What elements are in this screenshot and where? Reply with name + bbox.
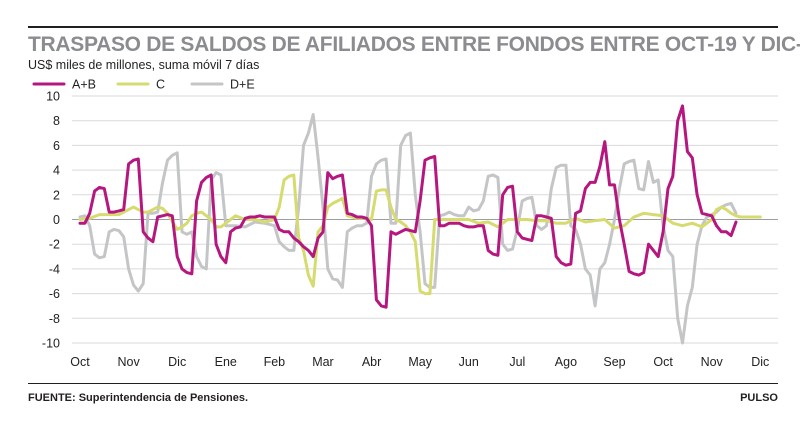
x-axis-ticks: Oct Nov Dic Ene Feb Mar Abr May Jun Jul Ago Sep Oct N… <box>70 355 769 369</box>
y-tick-label: 0 <box>53 213 60 227</box>
x-tick-label: Nov <box>701 355 724 369</box>
x-tick-label: Ago <box>555 355 577 369</box>
x-tick-label: Nov <box>117 355 140 369</box>
top-rule <box>28 26 778 28</box>
chart-subtitle: US$ miles de millones, suma móvil 7 días <box>28 58 260 72</box>
y-tick-label: 8 <box>53 114 60 128</box>
y-tick-label: 6 <box>53 139 60 153</box>
series-line-a-b <box>78 104 738 309</box>
source-note: FUENTE: Superintendencia de Pensiones. <box>28 392 249 404</box>
y-tick-label: -6 <box>49 287 60 301</box>
y-tick-label: -10 <box>42 337 60 351</box>
y-tick-label: 10 <box>46 90 60 104</box>
x-tick-label: Jul <box>509 355 525 369</box>
x-tick-label: Oct <box>653 355 673 369</box>
x-tick-label: Abr <box>362 355 381 369</box>
y-tick-label: 2 <box>53 188 60 202</box>
bottom-rule <box>28 383 778 384</box>
series-line-d-e <box>78 113 738 345</box>
legend-label: A+B <box>72 78 96 92</box>
x-tick-label: Jun <box>459 355 479 369</box>
x-tick-label: Mar <box>312 355 334 369</box>
y-axis-ticks: 10 8 6 4 2 0 -2 -4 -6 -8 -10 <box>42 90 60 351</box>
legend-label: D+E <box>230 78 255 92</box>
legend-label: C <box>156 78 165 92</box>
series-lines <box>78 104 762 345</box>
x-tick-label: Dic <box>168 355 186 369</box>
x-tick-label: Oct <box>70 355 90 369</box>
y-tick-label: -4 <box>49 262 60 276</box>
x-tick-label: Dic <box>751 355 769 369</box>
brand-label: PULSO <box>740 392 778 404</box>
x-tick-label: Ene <box>215 355 237 369</box>
series-line-c <box>78 173 762 296</box>
line-chart: 10 8 6 4 2 0 -2 -4 -6 -8 -10 Oct Nov Dic Ene Feb Mar Abr… <box>32 78 778 369</box>
y-tick-label: 4 <box>53 164 60 178</box>
y-tick-label: -2 <box>49 238 60 252</box>
x-tick-label: Sep <box>603 355 625 369</box>
chart-title: TRASPASO DE SALDOS DE AFILIADOS ENTRE FO… <box>28 33 800 56</box>
legend: A+B C D+E <box>32 78 255 92</box>
gridlines <box>72 95 778 344</box>
x-tick-label: Feb <box>264 355 286 369</box>
y-tick-label: -8 <box>49 312 60 326</box>
x-tick-label: May <box>408 355 432 369</box>
